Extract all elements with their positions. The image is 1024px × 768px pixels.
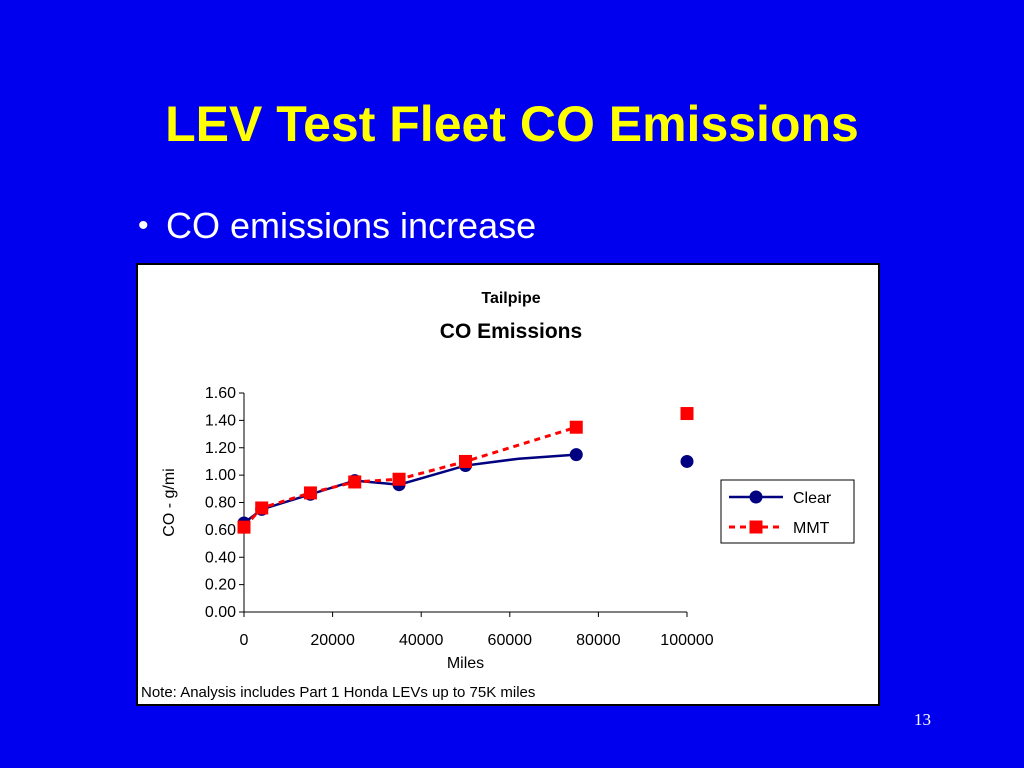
y-tick-label: 1.40	[205, 412, 236, 429]
x-tick-label: 20000	[310, 632, 355, 649]
y-tick-label: 0.60	[205, 522, 236, 539]
x-axis-label: Miles	[447, 655, 484, 672]
y-tick-label: 0.20	[205, 577, 236, 594]
chart-svg: Tailpipe CO Emissions 0.00 0.20 0.40 0.60 0.80…	[141, 290, 855, 701]
data-point-mmt	[459, 454, 472, 468]
data-point-mmt	[348, 475, 362, 489]
page-number: 13	[914, 710, 931, 729]
data-point-mmt	[237, 520, 251, 534]
chart-subtitle: CO Emissions	[440, 320, 582, 343]
y-tick-label: 0.40	[205, 549, 236, 566]
x-tick-label: 0	[240, 632, 249, 649]
x-tick-label: 80000	[576, 632, 621, 649]
legend-box	[720, 479, 855, 544]
bullet-dot-icon: •	[138, 209, 149, 242]
legend-label-clear: Clear	[793, 490, 832, 507]
series-line-mmt	[242, 425, 577, 529]
series-line-clear	[243, 453, 577, 525]
y-tick-label: 1.00	[205, 467, 236, 484]
legend-label-mmt: MMT	[793, 520, 830, 537]
x-tick-label: 40000	[399, 632, 444, 649]
data-point-mmt	[303, 486, 317, 500]
legend-marker-clear	[749, 490, 763, 504]
bullet-text: CO emissions increase	[166, 205, 537, 246]
y-axis-label: CO - g/mi	[161, 468, 178, 536]
data-point-mmt	[255, 501, 269, 515]
data-point-clear	[680, 454, 694, 468]
data-point-mmt	[392, 472, 406, 486]
data-point-clear	[569, 448, 583, 462]
y-tick-label: 1.20	[205, 440, 236, 457]
data-point-mmt	[569, 420, 583, 434]
y-tick-label: 0.80	[205, 495, 236, 512]
legend-marker-mmt	[749, 520, 763, 534]
slide-title: LEV Test Fleet CO Emissions	[165, 96, 859, 152]
x-tick-label: 100000	[660, 632, 713, 649]
x-tick-label: 60000	[488, 632, 533, 649]
y-tick-label: 0.00	[205, 604, 236, 621]
bullet-item: • CO emissions increase	[138, 205, 536, 247]
data-point-mmt	[680, 407, 694, 421]
y-tick-label: 1.60	[205, 385, 236, 402]
chart-panel: Tailpipe CO Emissions 0.00 0.20 0.40 0.60 0.80…	[136, 263, 880, 706]
bullet-list: • CO emissions increase	[138, 205, 536, 247]
chart-note: Note: Analysis includes Part 1 Honda LEV…	[141, 684, 535, 701]
chart-title: Tailpipe	[481, 290, 540, 307]
